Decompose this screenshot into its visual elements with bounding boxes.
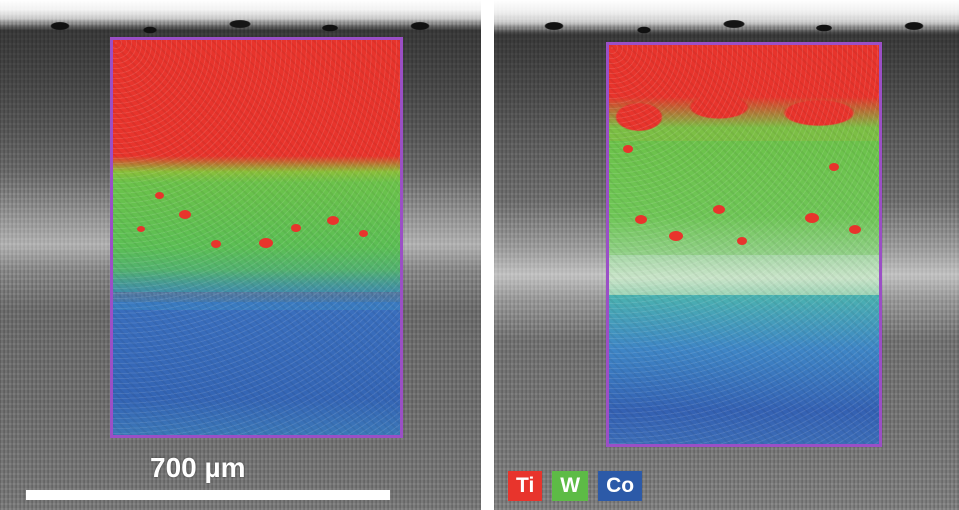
ti-particle [635, 215, 647, 224]
element-legend: Ti W Co [508, 471, 643, 501]
ti-particle [713, 205, 725, 214]
legend-co: Co [598, 471, 643, 501]
ti-particle [179, 210, 191, 219]
eds-map-right [606, 42, 882, 447]
co-region [113, 302, 400, 435]
ti-w-transition [609, 97, 879, 141]
legend-w: W [552, 471, 589, 501]
ti-particle [259, 238, 273, 248]
ti-particle [805, 213, 819, 223]
ti-particle [155, 192, 164, 199]
w-region [609, 137, 879, 269]
ti-particle [291, 224, 301, 232]
w-co-transition [113, 270, 400, 310]
surface-edge [494, 14, 959, 44]
ti-particle [211, 240, 221, 248]
legend-ti: Ti [508, 471, 543, 501]
sem-image-left: 700 µm [0, 0, 481, 510]
co-region [609, 295, 879, 444]
ti-particle [737, 237, 747, 245]
eds-map-left [110, 37, 403, 438]
ti-particle [359, 230, 368, 237]
ti-w-transition [113, 156, 400, 182]
ti-particle [327, 216, 339, 225]
scale-bar [26, 490, 390, 500]
ti-particle [669, 231, 683, 241]
ti-particle [137, 226, 145, 232]
ti-region [113, 40, 400, 168]
map-speckle [113, 40, 400, 435]
scale-bar-label: 700 µm [150, 452, 246, 483]
pale-transition [609, 255, 879, 301]
ti-particle [849, 225, 861, 234]
ti-particle [829, 163, 839, 171]
ti-particle [623, 145, 633, 153]
